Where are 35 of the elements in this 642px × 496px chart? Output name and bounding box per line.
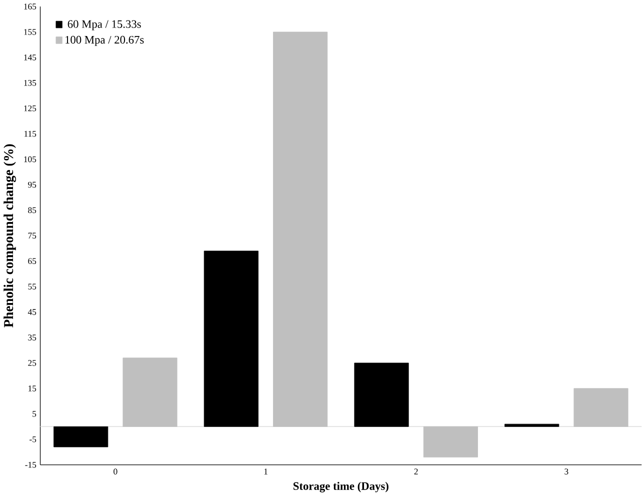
y-axis-title: Phenolic compound change (%) bbox=[4, 144, 16, 328]
y-tick-label: -15 bbox=[25, 462, 36, 468]
y-tick-label: 125 bbox=[24, 105, 36, 112]
y-tick-label: 135 bbox=[24, 80, 36, 86]
y-tick-label: 75 bbox=[28, 232, 36, 239]
legend-label: 100 Mpa / 20.67s bbox=[66, 36, 144, 46]
y-tick-label: 95 bbox=[28, 182, 36, 188]
y-tick-label: 165 bbox=[24, 4, 36, 10]
bar bbox=[122, 358, 178, 427]
y-tick-label: 65 bbox=[28, 258, 36, 264]
y-tick-label: 155 bbox=[24, 29, 36, 35]
y-tick-label: 115 bbox=[24, 130, 36, 137]
bar bbox=[273, 32, 328, 427]
x-tick-label: 2 bbox=[414, 468, 418, 474]
y-tick-label: 55 bbox=[28, 284, 36, 290]
bar bbox=[504, 424, 560, 427]
bar bbox=[574, 388, 628, 427]
bar bbox=[423, 426, 478, 458]
bar bbox=[54, 426, 108, 448]
y-tick-label: -5 bbox=[30, 436, 36, 442]
legend-label: 60 Mpa / 15.33s bbox=[68, 20, 141, 30]
y-tick-label: 85 bbox=[28, 207, 36, 214]
bar bbox=[354, 362, 409, 427]
x-axis-title: Storage time (Days) bbox=[294, 482, 388, 492]
y-tick-label: 105 bbox=[24, 156, 36, 162]
x-tick-label: 3 bbox=[564, 468, 568, 474]
y-tick-label: 35 bbox=[28, 334, 36, 340]
y-tick-label: 5 bbox=[32, 411, 36, 417]
y-tick-label: 45 bbox=[28, 309, 36, 315]
bar bbox=[204, 250, 258, 427]
x-tick-label: 1 bbox=[264, 468, 268, 474]
y-tick-label: 25 bbox=[28, 360, 36, 366]
x-tick-label: 0 bbox=[114, 468, 118, 475]
y-tick-label: 145 bbox=[24, 54, 36, 60]
y-tick-label: 15 bbox=[28, 386, 36, 392]
